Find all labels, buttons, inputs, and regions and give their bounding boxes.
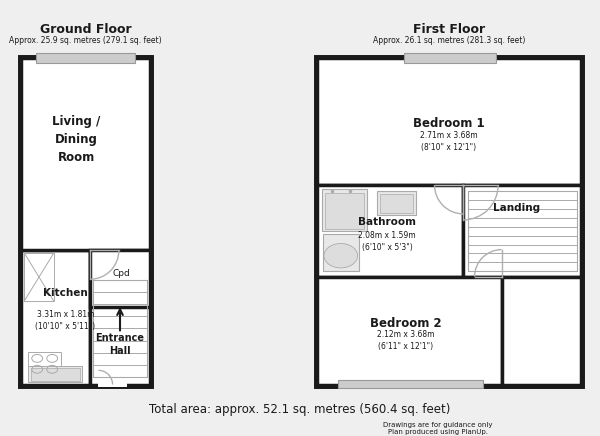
Text: First Floor: First Floor — [413, 23, 485, 36]
Bar — [404, 53, 496, 63]
Bar — [93, 280, 147, 377]
Bar — [322, 189, 367, 231]
Bar — [317, 58, 581, 385]
Text: 3.31m x 1.81m
(10'10" x 5'11"): 3.31m x 1.81m (10'10" x 5'11") — [35, 310, 95, 330]
Circle shape — [324, 243, 358, 268]
Text: 2.08m x 1.59m
(6'10" x 5'3"): 2.08m x 1.59m (6'10" x 5'3") — [358, 232, 416, 252]
Bar — [90, 250, 150, 307]
Bar — [325, 193, 364, 228]
Bar — [36, 53, 135, 63]
Text: Total area: approx. 52.1 sq. metres (560.4 sq. feet): Total area: approx. 52.1 sq. metres (560… — [149, 403, 451, 416]
Text: Plan produced using PlanUp.: Plan produced using PlanUp. — [388, 429, 488, 435]
Text: Bedroom 2: Bedroom 2 — [370, 317, 442, 330]
Bar — [21, 58, 150, 385]
Bar — [21, 250, 90, 385]
Text: Entrance
Hall: Entrance Hall — [95, 333, 145, 356]
Bar — [21, 58, 150, 250]
Bar — [28, 366, 82, 382]
Bar — [317, 277, 502, 385]
Bar — [323, 235, 359, 271]
Bar — [90, 250, 150, 385]
Bar — [98, 379, 127, 387]
Bar — [380, 194, 413, 213]
Text: Approx. 25.9 sq. metres (279.1 sq. feet): Approx. 25.9 sq. metres (279.1 sq. feet) — [9, 36, 162, 44]
Text: Ground Floor: Ground Floor — [40, 23, 131, 36]
Bar — [502, 277, 581, 385]
Bar — [317, 185, 463, 277]
Text: Living /
Dining
Room: Living / Dining Room — [52, 115, 101, 164]
Text: 2.12m x 3.68m
(6'11" x 12'1"): 2.12m x 3.68m (6'11" x 12'1") — [377, 330, 434, 351]
Bar — [28, 352, 61, 374]
Bar — [24, 253, 54, 301]
Text: Approx. 26.1 sq. metres (281.3 sq. feet): Approx. 26.1 sq. metres (281.3 sq. feet) — [373, 36, 525, 44]
Text: Bedroom 1: Bedroom 1 — [413, 117, 485, 130]
Bar — [31, 368, 80, 381]
Text: 2.71m x 3.68m
(8'10" x 12'1"): 2.71m x 3.68m (8'10" x 12'1") — [420, 131, 478, 152]
Bar — [468, 191, 577, 271]
Text: Landing: Landing — [493, 203, 540, 213]
Bar — [463, 185, 581, 277]
Bar — [338, 380, 483, 388]
Text: Cpd: Cpd — [112, 269, 130, 277]
Bar — [377, 191, 416, 215]
Text: Drawings are for guidance only: Drawings are for guidance only — [383, 422, 493, 428]
Text: Bathroom: Bathroom — [358, 217, 416, 227]
Text: Kitchen: Kitchen — [43, 288, 88, 298]
Bar — [317, 58, 581, 185]
